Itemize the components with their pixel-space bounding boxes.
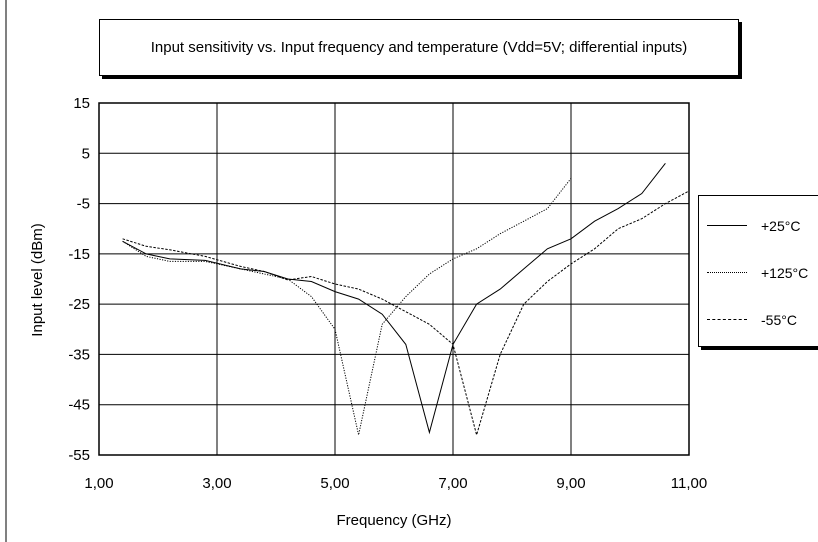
x-tick-label: 3,00 bbox=[202, 475, 231, 492]
y-tick-label: -55 bbox=[68, 447, 90, 464]
y-tick-label: -25 bbox=[68, 296, 90, 313]
x-tick-label: 9,00 bbox=[556, 475, 585, 492]
x-tick-label: 7,00 bbox=[438, 475, 467, 492]
x-axis-label: Frequency (GHz) bbox=[336, 512, 451, 529]
series-line-0 bbox=[122, 162, 666, 435]
legend-item-25c: +25°C bbox=[699, 216, 818, 236]
y-tick-label: 15 bbox=[73, 95, 90, 112]
chart-title-box: Input sensitivity vs. Input frequency an… bbox=[99, 19, 739, 76]
y-tick-label: -5 bbox=[77, 196, 90, 213]
series-layer bbox=[122, 162, 690, 437]
series-line-2 bbox=[122, 190, 690, 437]
legend-label: +25°C bbox=[761, 218, 801, 234]
legend-label: +125°C bbox=[761, 265, 809, 281]
x-tick-labels: 1,00 3,00 5,00 7,00 9,00 11,00 bbox=[84, 475, 707, 492]
legend-item-125c: +125°C bbox=[699, 263, 818, 283]
legend-swatch-solid bbox=[707, 225, 747, 226]
x-tick-label: 5,00 bbox=[320, 475, 349, 492]
y-tick-labels: 15 5 -5 -15 -25 -35 -45 -55 bbox=[68, 95, 90, 464]
x-tick-label: 1,00 bbox=[84, 475, 113, 492]
legend: +25°C +125°C -55°C bbox=[698, 195, 818, 347]
series-line-1 bbox=[122, 178, 572, 436]
y-tick-label: -35 bbox=[68, 346, 90, 363]
legend-swatch-dotted bbox=[707, 272, 747, 273]
legend-swatch-dashed bbox=[707, 319, 747, 320]
y-tick-label: -45 bbox=[68, 397, 90, 414]
x-tick-label: 11,00 bbox=[671, 475, 707, 492]
legend-label: -55°C bbox=[761, 312, 797, 328]
y-axis-label: Input level (dBm) bbox=[29, 223, 46, 336]
legend-item-minus55c: -55°C bbox=[699, 310, 818, 330]
y-tick-label: -15 bbox=[68, 246, 90, 263]
y-tick-label: 5 bbox=[82, 145, 90, 162]
chart-title: Input sensitivity vs. Input frequency an… bbox=[150, 38, 688, 56]
grid bbox=[98, 102, 690, 456]
plot-area bbox=[98, 102, 690, 456]
